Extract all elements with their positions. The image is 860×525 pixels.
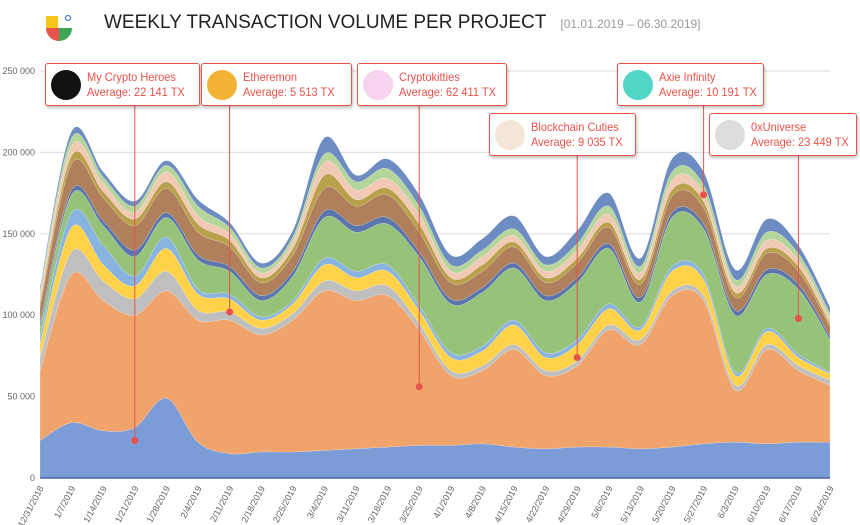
callout-average: Average: 5 513 TX: [243, 84, 335, 99]
planet-icon: [715, 119, 745, 150]
x-tick-label: 2/4/2019: [178, 484, 203, 520]
callout-project-name: 0xUniverse: [751, 119, 807, 134]
callout-project-name: Etheremon: [243, 69, 298, 84]
cryptokitty-icon: [363, 69, 393, 100]
callout-average: Average: 9 035 TX: [531, 134, 623, 149]
annotation-marker: [794, 314, 802, 322]
x-tick-label: 5/13/2019: [619, 484, 647, 524]
annotation-callout: Cryptokitties Average: 62 411 TX: [357, 63, 507, 106]
x-tick-label: 3/25/2019: [397, 484, 425, 524]
date-range: [01.01.2019 – 06.30.2019]: [560, 17, 701, 31]
callout-project-name: Axie Infinity: [659, 69, 716, 84]
callout-project-name: My Crypto Heroes: [87, 69, 176, 84]
x-tick-label: 5/6/2019: [589, 484, 614, 520]
y-tick-label: 150 000: [2, 229, 35, 239]
x-tick-label: 1/21/2019: [113, 484, 141, 524]
y-tick-label: 50 000: [7, 392, 35, 402]
annotation-callout: My Crypto Heroes Average: 22 141 TX: [45, 63, 200, 106]
page-title: WEEKLY TRANSACTION VOLUME PER PROJECT: [104, 12, 547, 33]
x-tick-label: 2/11/2019: [208, 484, 235, 523]
x-tick-label: 3/18/2019: [366, 484, 394, 524]
header: WEEKLY TRANSACTION VOLUME PER PROJECT [0…: [104, 12, 701, 34]
x-tick-label: 1/7/2019: [52, 484, 77, 520]
annotation-marker: [415, 383, 423, 391]
annotation-callout: Etheremon Average: 5 513 TX: [201, 63, 352, 106]
x-tick-label: 1/14/2019: [81, 484, 109, 524]
callout-project-name: Blockchain Cuties: [531, 119, 619, 134]
y-tick-label: 100 000: [2, 310, 35, 320]
x-tick-label: 6/10/2019: [745, 484, 773, 524]
x-tick-label: 4/29/2019: [555, 484, 583, 524]
y-tick-label: 200 000: [2, 147, 35, 157]
x-tick-label: 3/4/2019: [305, 484, 330, 520]
x-tick-label: 4/8/2019: [463, 484, 488, 520]
x-tick-label: 5/20/2019: [650, 484, 678, 524]
callout-average: Average: 62 411 TX: [399, 84, 496, 99]
y-tick-label: 250 000: [2, 66, 35, 76]
x-tick-label: 6/3/2019: [716, 484, 741, 520]
axie-icon: [623, 69, 653, 100]
annotation-marker: [226, 308, 234, 316]
annotation-marker: [131, 437, 139, 445]
x-tick-label: 4/15/2019: [492, 484, 520, 524]
callout-average: Average: 22 141 TX: [87, 84, 185, 99]
annotation-callout: Axie Infinity Average: 10 191 TX: [617, 63, 764, 106]
x-tick-label: 5/27/2019: [682, 484, 710, 524]
annotation-marker: [700, 191, 708, 199]
x-tick-label: 12/31/2018: [16, 484, 46, 525]
annotation-marker: [573, 354, 581, 362]
callout-average: Average: 23 449 TX: [751, 134, 849, 149]
x-tick-label: 6/17/2019: [777, 484, 805, 524]
cutie-cat-icon: [495, 119, 525, 150]
x-tick-label: 3/11/2019: [334, 484, 361, 523]
y-tick-label: 0: [30, 473, 35, 483]
annotation-callout: 0xUniverse Average: 23 449 TX: [709, 113, 857, 156]
x-tick-label: 4/1/2019: [431, 484, 456, 520]
callout-average: Average: 10 191 TX: [659, 84, 757, 99]
mch-logo-icon: [51, 69, 81, 100]
area-series-11: [39, 126, 831, 314]
x-tick-label: 2/25/2019: [271, 484, 299, 524]
annotation-callout: Blockchain Cuties Average: 9 035 TX: [489, 113, 636, 156]
logo-icon: [46, 14, 72, 41]
etheremon-coin-icon: [207, 69, 237, 100]
x-tick-label: 4/22/2019: [524, 484, 552, 524]
x-tick-label: 2/18/2019: [239, 484, 267, 524]
x-tick-label: 1/28/2019: [145, 484, 173, 524]
callout-project-name: Cryptokitties: [399, 69, 460, 84]
x-tick-label: 6/24/2019: [808, 484, 836, 524]
